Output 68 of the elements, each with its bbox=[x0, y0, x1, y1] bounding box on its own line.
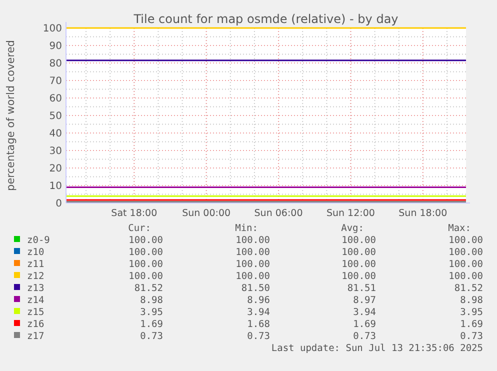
text: 100.00 bbox=[236, 271, 270, 282]
x-tick-label: Sun 18:00 bbox=[398, 208, 448, 219]
text: 100.00 bbox=[128, 235, 164, 246]
y-tick-label: 30 bbox=[49, 146, 62, 157]
legend-label: z11 bbox=[27, 259, 44, 270]
y-tick-label: 80 bbox=[49, 58, 62, 70]
text: 81.52 bbox=[134, 283, 163, 294]
text: Min: bbox=[235, 223, 258, 234]
text: Cur: bbox=[128, 223, 151, 234]
text: 3.94 bbox=[353, 307, 376, 318]
chart-title: Tile count for map osmde (relative) - by day bbox=[132, 12, 398, 26]
text: Avg: bbox=[341, 223, 364, 234]
legend-label: z14 bbox=[27, 295, 44, 306]
y-tick-label: 50 bbox=[49, 111, 62, 122]
text: 81.51 bbox=[347, 283, 376, 294]
text: 100.00 bbox=[342, 259, 376, 270]
text: 100.00 bbox=[448, 271, 484, 282]
text: 100.00 bbox=[236, 235, 270, 246]
text: 1.69 bbox=[140, 319, 164, 330]
x-tick-label: Sun 06:00 bbox=[254, 208, 303, 219]
legend-label: z15 bbox=[27, 307, 44, 318]
legend-label: z16 bbox=[27, 319, 44, 330]
text: 100.00 bbox=[448, 247, 484, 258]
text: 1.68 bbox=[247, 319, 270, 330]
text: 81.50 bbox=[241, 283, 270, 294]
legend-label: z0-9 bbox=[27, 235, 50, 246]
x-tick-label: Sun 12:00 bbox=[326, 208, 375, 219]
y-tick-label: 0 bbox=[56, 198, 62, 210]
text: 3.95 bbox=[460, 307, 483, 318]
text: 100.00 bbox=[128, 259, 164, 270]
text: 100.00 bbox=[128, 247, 164, 258]
y-tick-label: 20 bbox=[49, 164, 62, 174]
y-tick-label: 100 bbox=[42, 24, 62, 34]
legend-label: z13 bbox=[27, 283, 44, 294]
text: 1.69 bbox=[460, 319, 484, 330]
text: 1.69 bbox=[353, 319, 376, 330]
text: Last update: Sun Jul 13 21:35:06 2025 bbox=[271, 343, 483, 354]
y-tick-label: 70 bbox=[49, 76, 62, 87]
text: 100.00 bbox=[342, 247, 376, 258]
y-tick-label: 40 bbox=[49, 128, 62, 140]
y-tick-label: 60 bbox=[49, 94, 62, 104]
text: 100.00 bbox=[448, 235, 484, 246]
y-tick-label: 10 bbox=[49, 181, 62, 192]
legend-label: z12 bbox=[27, 271, 44, 282]
legend-label: z17 bbox=[27, 331, 44, 342]
y-tick-label: 90 bbox=[49, 41, 62, 52]
text: 0.73 bbox=[247, 331, 270, 342]
x-tick-label: Sat 18:00 bbox=[111, 208, 158, 219]
text: 0.73 bbox=[460, 331, 483, 342]
text: 100.00 bbox=[448, 259, 484, 270]
text: 8.98 bbox=[140, 295, 164, 306]
text: 0.73 bbox=[140, 331, 163, 342]
legend-label: z10 bbox=[27, 247, 44, 258]
text: 100.00 bbox=[236, 247, 270, 258]
text: 100.00 bbox=[342, 271, 376, 282]
text: 3.95 bbox=[140, 307, 163, 318]
text: 8.96 bbox=[247, 295, 270, 306]
text: 8.98 bbox=[460, 295, 484, 306]
text: 8.97 bbox=[353, 295, 376, 306]
text: Max: bbox=[448, 223, 471, 234]
text: 100.00 bbox=[342, 235, 376, 246]
text: 100.00 bbox=[236, 259, 270, 270]
text: 100.00 bbox=[128, 271, 164, 282]
text: 81.52 bbox=[454, 283, 483, 294]
y-axis-title: percentage of world covered bbox=[5, 40, 17, 191]
text: 3.94 bbox=[247, 307, 270, 318]
x-tick-label: Sun 00:00 bbox=[182, 208, 231, 219]
text: 0.73 bbox=[353, 331, 376, 342]
